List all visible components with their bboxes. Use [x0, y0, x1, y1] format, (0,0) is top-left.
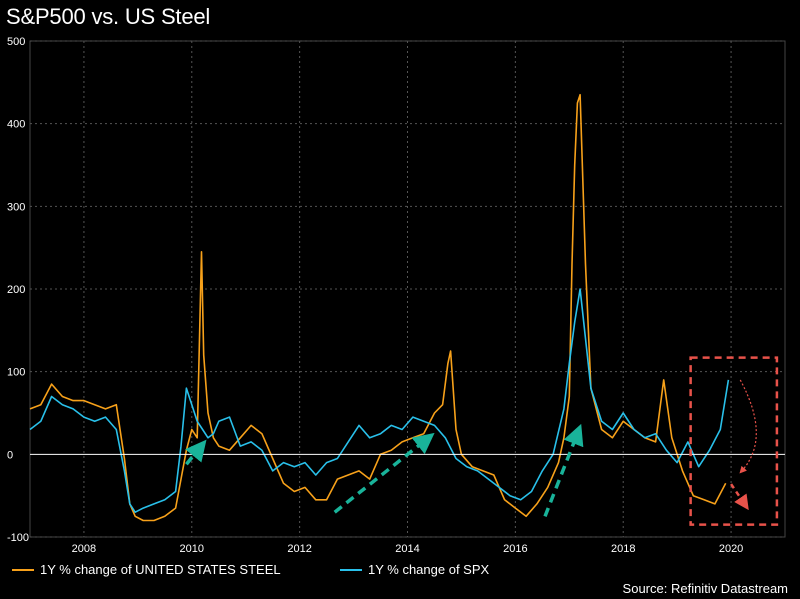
x-tick-label: 2010	[180, 543, 204, 555]
annotations	[30, 356, 785, 526]
legend-item-spx: 1Y % change of SPX	[340, 562, 489, 577]
trend-arrow	[543, 423, 584, 517]
trend-arrow	[333, 432, 435, 514]
x-tick-label: 2020	[719, 543, 743, 555]
y-tick-label: 100	[7, 367, 25, 379]
divergence-arrow	[739, 379, 757, 474]
highlight-box	[689, 356, 779, 526]
legend-swatch-spx	[340, 568, 362, 571]
steel-down-arrow	[730, 483, 749, 511]
legend-item-steel: 1Y % change of UNITED STATES STEEL	[12, 562, 281, 577]
chart-title: S&P500 vs. US Steel	[6, 4, 211, 29]
x-tick-label: 2012	[287, 543, 311, 555]
x-tick-label: 2018	[611, 543, 635, 555]
series-lines	[29, 93, 730, 522]
grid	[29, 40, 786, 538]
x-tick-label: 2008	[72, 543, 96, 555]
source-note: Source: Refinitiv Datastream	[622, 581, 788, 596]
y-tick-label: 200	[7, 284, 25, 296]
x-tick-label: 2016	[503, 543, 527, 555]
y-tick-label: 300	[7, 201, 25, 213]
trend-arrow	[185, 439, 207, 466]
legend-swatch-steel	[12, 568, 34, 571]
y-tick-label: 400	[7, 119, 25, 131]
legend: 1Y % change of UNITED STATES STEEL 1Y % …	[0, 562, 800, 582]
axes: 2008 2010 2012 2014 2016 2018 2020 -100 0 100 200 3…	[7, 36, 743, 555]
y-tick-label: 0	[7, 449, 13, 461]
legend-label-spx: 1Y % change of SPX	[368, 562, 490, 577]
y-tick-label: -100	[7, 532, 29, 544]
x-tick-label: 2014	[395, 543, 419, 555]
y-tick-label: 500	[7, 36, 25, 48]
series-line-steel	[29, 93, 727, 522]
series-line-spx	[29, 288, 730, 514]
legend-label-steel: 1Y % change of UNITED STATES STEEL	[40, 562, 281, 577]
